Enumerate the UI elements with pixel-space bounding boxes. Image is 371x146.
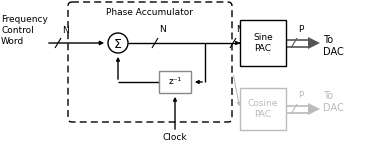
Text: To
DAC: To DAC [323,35,344,57]
Text: N: N [62,26,69,35]
Text: P: P [298,25,303,34]
Text: Cosine
PAC: Cosine PAC [248,99,278,119]
Text: N: N [159,25,166,34]
Text: Clock: Clock [163,133,187,142]
Text: z⁻¹: z⁻¹ [168,78,181,86]
FancyBboxPatch shape [240,88,286,130]
Polygon shape [308,103,320,115]
Text: Σ: Σ [114,38,122,51]
FancyBboxPatch shape [159,71,191,93]
Text: To
DAC: To DAC [323,91,344,113]
Text: P: P [298,91,303,100]
FancyBboxPatch shape [240,20,286,66]
Text: Sine
PAC: Sine PAC [253,33,273,53]
Text: M: M [236,25,244,34]
Polygon shape [308,37,320,49]
Text: Phase Accumulator: Phase Accumulator [106,8,194,17]
Text: Frequency
Control
Word: Frequency Control Word [1,15,48,46]
